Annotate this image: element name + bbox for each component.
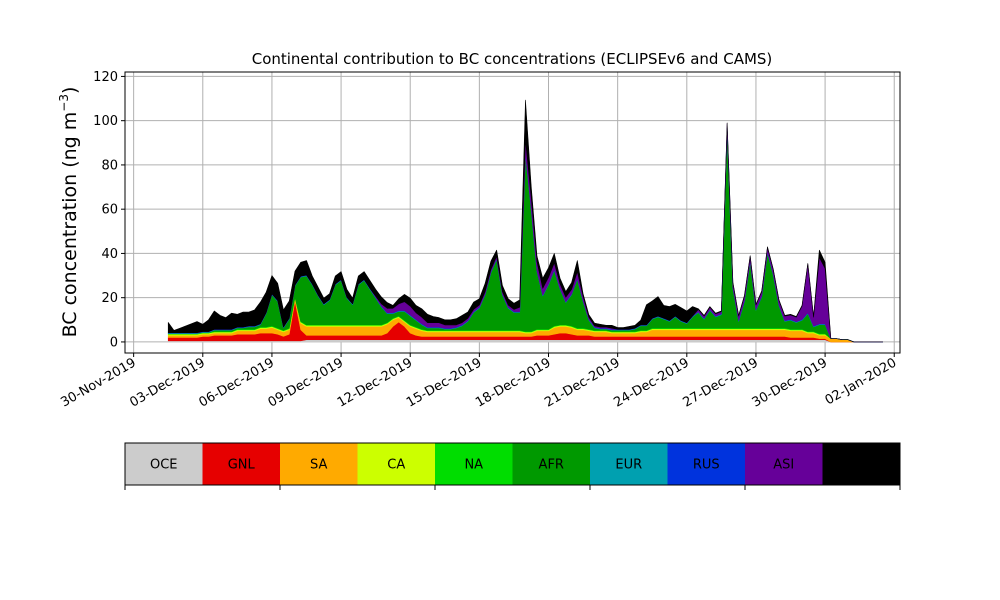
y-tick-label: 20 <box>101 291 118 306</box>
legend-label-gnl: GNL <box>228 458 256 473</box>
legend-swatch-oce <box>125 443 203 485</box>
legend-swatch-asi <box>745 443 823 485</box>
legend-swatch-afr <box>512 443 590 485</box>
chart-title: Continental contribution to BC concentra… <box>252 50 773 68</box>
y-axis-label-exponent: −3 <box>57 94 71 112</box>
legend-label-sa: SA <box>310 458 327 473</box>
y-tick-label: 60 <box>101 203 118 218</box>
legend-label-ca: CA <box>387 458 405 473</box>
legend-label-rus: RUS <box>693 458 720 473</box>
stacked-areas <box>167 99 884 343</box>
legend-swatch-sa <box>280 443 358 485</box>
y-tick-label: 120 <box>93 70 118 85</box>
legend-label-afr: AFR <box>539 458 564 473</box>
area-series-aus <box>167 99 884 343</box>
y-tick-label: 100 <box>93 114 118 129</box>
legend-label-aus: AUS <box>848 458 875 473</box>
y-axis-label: BC concentration (ng m−3) <box>57 87 81 338</box>
legend-colorbar: OCE GNL SA CA NA AFR EUR RUS ASI AUS <box>124 442 901 490</box>
legend-swatch-rus <box>667 443 745 485</box>
legend-swatch-na <box>435 443 513 485</box>
legend-label-eur: EUR <box>615 458 642 473</box>
legend-label-na: NA <box>464 458 483 473</box>
legend-label-asi: ASI <box>773 458 794 473</box>
legend-swatch-eur <box>590 443 668 485</box>
y-tick-label: 0 <box>110 335 118 350</box>
y-tick-label: 40 <box>101 247 118 262</box>
y-axis-label-close: ) <box>59 87 81 94</box>
y-tick-label: 80 <box>101 158 118 173</box>
legend-swatch-aus <box>822 443 900 485</box>
plot-frame <box>124 71 901 354</box>
legend-swatch-ca <box>357 443 435 485</box>
y-axis-ticks: 0 20 40 60 80 100 120 <box>93 70 125 350</box>
y-axis-label-main: BC concentration (ng m <box>59 112 81 338</box>
legend-swatch-gnl <box>202 443 280 485</box>
legend-label-oce: OCE <box>150 458 178 473</box>
legend-frame <box>124 442 901 486</box>
